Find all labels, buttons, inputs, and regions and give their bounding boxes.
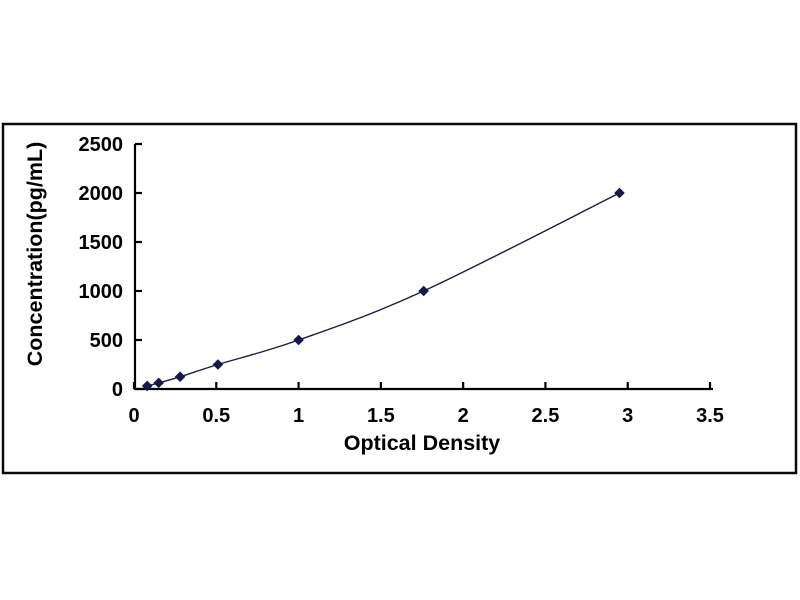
- y-tick-label: 500: [90, 330, 123, 352]
- y-tick-label: 2500: [79, 134, 124, 156]
- x-tick-label: 1: [293, 405, 304, 427]
- data-point-marker: [174, 371, 186, 383]
- data-point-marker: [614, 187, 625, 199]
- x-tick-label: 3.5: [696, 405, 724, 427]
- data-point-marker: [153, 377, 164, 389]
- y-axis-title: Concentration(pg/mL): [23, 142, 47, 367]
- x-tick-label: 0: [128, 405, 139, 427]
- data-point-marker: [293, 334, 304, 346]
- x-tick-label: 2.5: [532, 405, 560, 427]
- x-tick-label: 2: [458, 405, 469, 427]
- data-point-marker: [418, 285, 429, 297]
- y-tick-label: 1500: [79, 232, 124, 254]
- y-tick-label: 0: [112, 379, 123, 401]
- x-tick-label: 1.5: [367, 405, 395, 427]
- y-tick-label: 1000: [79, 281, 124, 303]
- plot-area: 0 0.5 1 1.5 2 2.5 3 3.5 0 500 1000 1500 2000 2500: [79, 134, 724, 427]
- y-tick-label: 2000: [79, 183, 124, 205]
- data-point-marker: [212, 359, 224, 370]
- x-axis-title: Optical Density: [344, 431, 501, 455]
- data-point-marker: [141, 380, 153, 392]
- x-tick-label: 3: [622, 405, 633, 427]
- x-tick-label: 0.5: [202, 405, 230, 427]
